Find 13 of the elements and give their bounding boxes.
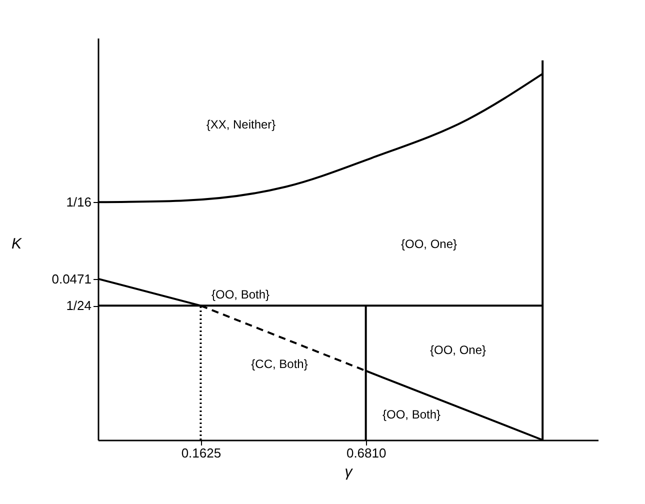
- annotation: {OO, Both}: [382, 407, 441, 422]
- annotation: {OO, Both}: [211, 287, 270, 302]
- y-axis-title: K: [11, 236, 22, 253]
- y-tick-label: 1/16: [66, 194, 92, 210]
- annotation: {OO, One}: [400, 237, 458, 252]
- y-tick-label: 0.0471: [52, 271, 92, 286]
- annotation: {XX, Neither}: [206, 117, 276, 132]
- x-axis-title: γ: [344, 464, 354, 480]
- x-tick-label: 0.6810: [346, 446, 386, 460]
- y-tick-label: 1/24: [66, 298, 92, 314]
- annotation: {OO, One}: [430, 342, 486, 357]
- annotation: {CC, Both}: [251, 357, 308, 372]
- x-tick-label: 0.1625: [181, 446, 222, 460]
